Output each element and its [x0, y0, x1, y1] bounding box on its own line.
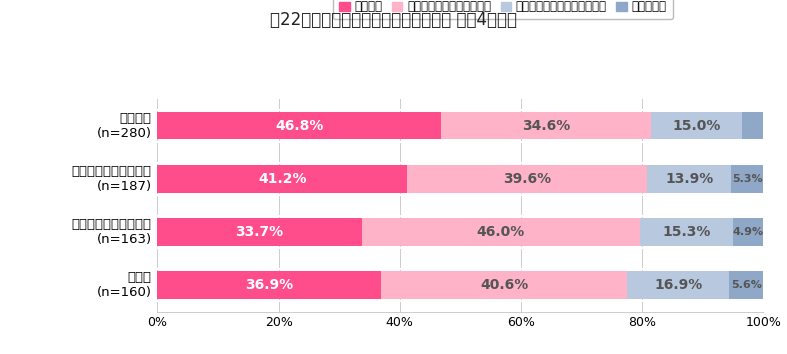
Text: 34.6%: 34.6%: [522, 119, 570, 133]
Bar: [741, 112, 763, 139]
Text: 40.6%: 40.6%: [480, 278, 528, 292]
Bar: [157, 218, 361, 246]
Text: 5.6%: 5.6%: [731, 280, 762, 290]
Text: 5.3%: 5.3%: [732, 174, 763, 184]
Text: 13.9%: 13.9%: [665, 172, 713, 186]
Text: 33.7%: 33.7%: [235, 225, 283, 239]
Text: 図22：プロへの依頼の満足度（満足計 上位4箇所）: 図22：プロへの依頼の満足度（満足計 上位4箇所）: [270, 11, 517, 29]
Bar: [157, 112, 441, 139]
Bar: [731, 165, 763, 193]
Bar: [647, 165, 731, 193]
Text: 41.2%: 41.2%: [258, 172, 306, 186]
Bar: [361, 218, 641, 246]
Text: 15.0%: 15.0%: [672, 119, 720, 133]
Bar: [381, 271, 627, 299]
Bar: [651, 112, 741, 139]
Bar: [641, 218, 733, 246]
Text: 15.3%: 15.3%: [663, 225, 711, 239]
Text: 46.8%: 46.8%: [275, 119, 323, 133]
Legend: 満足した, どちらかといえば満足した, どちらかといえば不満である, 不満である: 満足した, どちらかといえば満足した, どちらかといえば不満である, 不満である: [333, 0, 673, 19]
Text: 16.9%: 16.9%: [654, 278, 702, 292]
Text: 4.9%: 4.9%: [733, 227, 763, 237]
Text: 36.9%: 36.9%: [245, 278, 294, 292]
Bar: [441, 112, 651, 139]
Bar: [730, 271, 763, 299]
Bar: [733, 218, 763, 246]
Bar: [157, 165, 407, 193]
Bar: [627, 271, 730, 299]
Text: 39.6%: 39.6%: [503, 172, 551, 186]
Bar: [157, 271, 381, 299]
Text: 46.0%: 46.0%: [477, 225, 525, 239]
Bar: [407, 165, 647, 193]
